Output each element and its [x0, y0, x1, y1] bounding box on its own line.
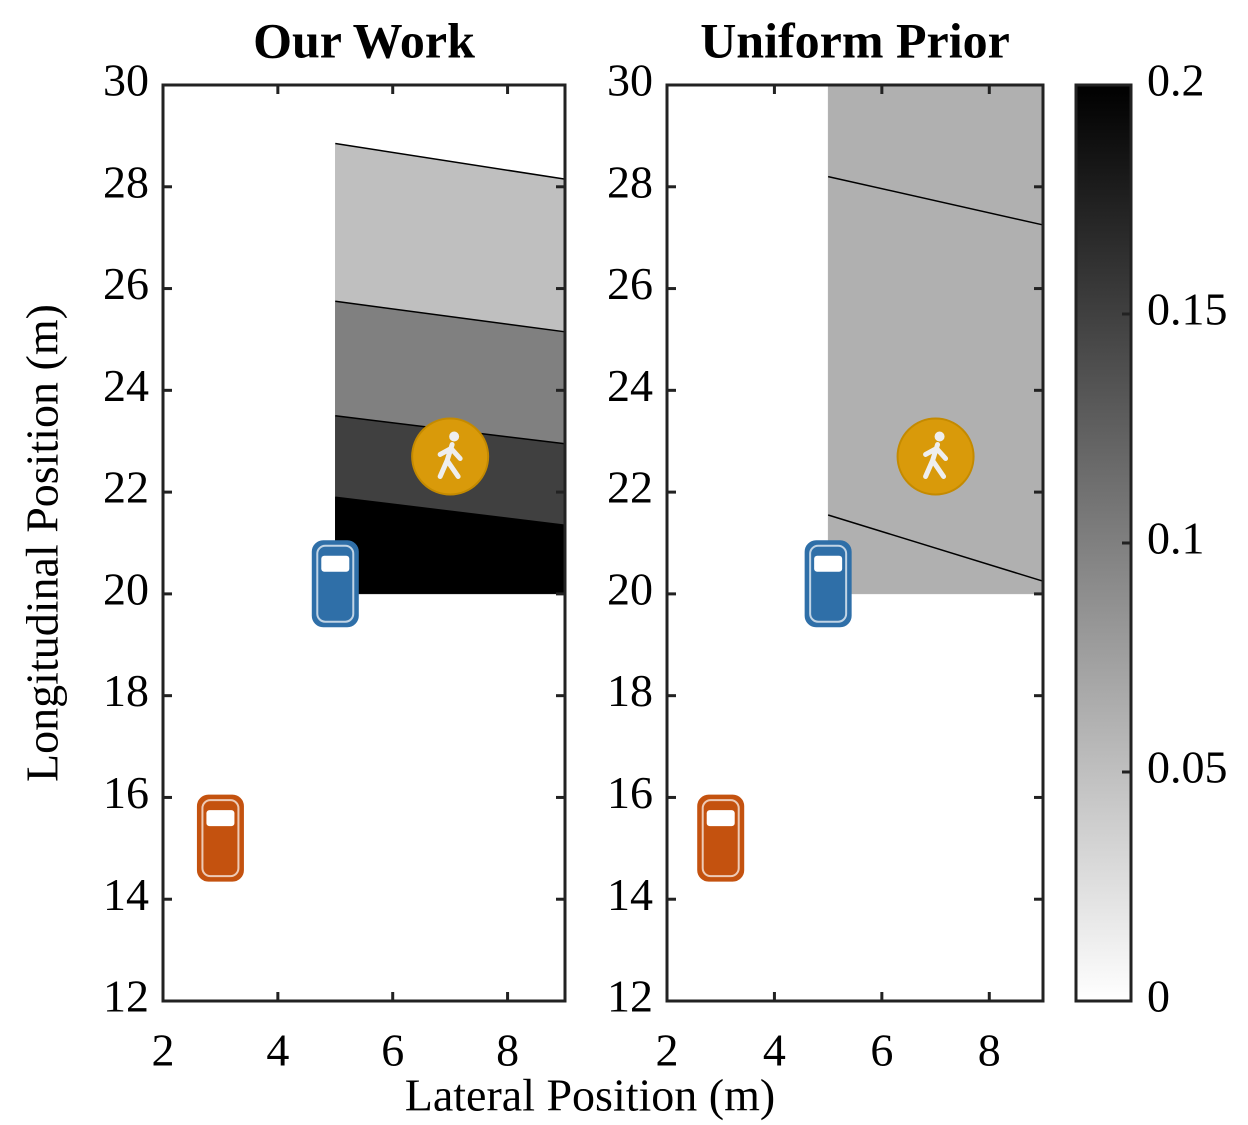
- car-body: [804, 540, 852, 628]
- y-tick-label: 26: [607, 258, 653, 309]
- car-body: [311, 540, 359, 628]
- x-tick-label: 4: [266, 1025, 289, 1076]
- contour-band: [827, 176, 1044, 582]
- pedestrian-head: [934, 431, 945, 442]
- colorbar-tick-label: 0.15: [1147, 284, 1228, 335]
- contour-line: [335, 142, 566, 180]
- x-tick-label: 2: [656, 1025, 679, 1076]
- car: [804, 540, 852, 628]
- y-tick-label: 24: [607, 360, 653, 411]
- x-tick-label: 2: [152, 1025, 175, 1076]
- x-tick-label: 6: [870, 1025, 893, 1076]
- y-tick-label: 18: [103, 665, 149, 716]
- car-windshield: [814, 555, 843, 572]
- y-tick-label: 24: [103, 360, 149, 411]
- car-outline: [316, 544, 355, 623]
- y-tick-label: 18: [607, 665, 653, 716]
- y-tick-label: 16: [607, 767, 653, 818]
- pedestrian: [896, 417, 975, 496]
- car-outline: [201, 799, 240, 878]
- y-tick-label: 28: [607, 156, 653, 207]
- car-body: [697, 794, 745, 882]
- x-tick-label: 8: [978, 1025, 1001, 1076]
- pedestrian: [411, 417, 490, 496]
- colorbar-tick-label: 0: [1147, 971, 1170, 1022]
- y-tick-label: 16: [103, 767, 149, 818]
- y-tick-label: 20: [103, 563, 149, 614]
- pedestrian-figure: [437, 441, 463, 479]
- y-tick-label: 12: [103, 971, 149, 1022]
- y-tick-label: 12: [607, 971, 653, 1022]
- y-tick-label: 30: [607, 55, 653, 106]
- contour-line: [827, 514, 1044, 582]
- panel-title: Uniform Prior: [700, 12, 1010, 68]
- y-tick-label: 26: [103, 258, 149, 309]
- car: [311, 540, 359, 628]
- car: [196, 794, 244, 882]
- y-tick-label: 30: [103, 55, 149, 106]
- x-tick-label: 6: [381, 1025, 404, 1076]
- colorbar-tick-label: 0.05: [1147, 742, 1228, 793]
- x-axis-label: Lateral Position (m): [405, 1070, 775, 1121]
- contour-line: [335, 496, 566, 526]
- colorbar: [1074, 83, 1133, 1003]
- pedestrian-head: [449, 431, 460, 442]
- car-windshield: [206, 810, 235, 827]
- y-axis-label: Longitudinal Position (m): [17, 304, 68, 782]
- pedestrian-figure: [923, 441, 949, 479]
- y-tick-label: 14: [607, 869, 653, 920]
- x-tick-label: 4: [763, 1025, 786, 1076]
- car-windshield: [321, 555, 350, 572]
- y-tick-label: 20: [607, 563, 653, 614]
- car-windshield: [706, 810, 735, 827]
- contour-line: [335, 300, 566, 333]
- colorbar-tick-label: 0.2: [1147, 55, 1205, 106]
- colorbar-tick-label: 0.1: [1147, 513, 1205, 564]
- y-tick-label: 22: [607, 462, 653, 513]
- car-outline: [701, 799, 740, 878]
- y-tick-label: 22: [103, 462, 149, 513]
- panel-title: Our Work: [253, 12, 475, 68]
- car: [697, 794, 745, 882]
- axes-frame: [161, 83, 567, 1003]
- car-body: [196, 794, 244, 882]
- y-tick-label: 28: [103, 156, 149, 207]
- car-outline: [809, 544, 848, 623]
- contour-line: [827, 175, 1044, 226]
- x-tick-label: 8: [496, 1025, 519, 1076]
- y-tick-label: 14: [103, 869, 149, 920]
- axes-frame: [665, 83, 1045, 1003]
